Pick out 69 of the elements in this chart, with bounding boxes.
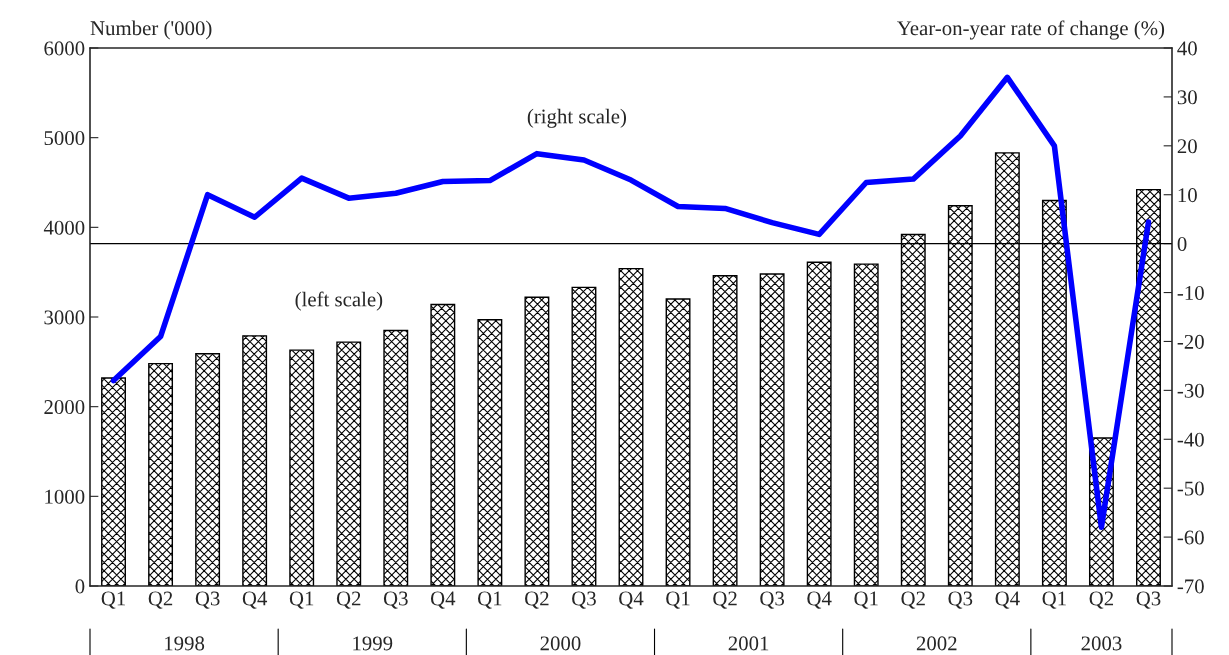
text: 2000	[540, 636, 581, 651]
x-tick-label: Q4	[807, 591, 832, 609]
text: 2001	[728, 636, 769, 651]
bar	[853, 263, 879, 586]
y2-tick-label: -20	[1177, 334, 1204, 349]
bar	[101, 377, 126, 586]
y2-tick-label: 40	[1177, 41, 1197, 56]
y-tick-label: 6000	[44, 41, 85, 56]
y2-tick-label: -60	[1177, 530, 1204, 545]
x-tick-label: Q3	[760, 591, 785, 609]
x-tick-label: Q2	[1089, 591, 1114, 609]
y2-tick-label: -50	[1177, 481, 1204, 496]
bar	[618, 267, 644, 586]
x-tick-label: Q4	[619, 591, 644, 609]
x-tick-label: Q3	[383, 591, 408, 609]
text: 2003	[1081, 636, 1122, 651]
bar	[712, 275, 738, 586]
bar	[336, 341, 362, 586]
bar	[289, 349, 315, 586]
x-tick-label: Q4	[242, 591, 268, 609]
bar	[242, 335, 268, 586]
y2-tick-label: -70	[1177, 579, 1204, 594]
y-tick-label: 3000	[44, 310, 85, 325]
y2-tick-label: -40	[1177, 432, 1204, 447]
x-tick-label: Q2	[148, 591, 173, 609]
y2-tick-label: -10	[1177, 285, 1204, 300]
y-tick-label: 4000	[43, 220, 85, 235]
y-tick-label: 5000	[44, 131, 85, 146]
y2-tick-label: 20	[1177, 139, 1197, 154]
y2-tick-label: -30	[1177, 383, 1204, 398]
text: 1998	[165, 636, 205, 651]
x-tick-label: Q1	[854, 591, 878, 609]
y-tick-label: 2000	[44, 400, 85, 415]
bar	[477, 318, 503, 586]
y-tick-label: 0	[75, 579, 85, 594]
x-tick-label: Q1	[666, 591, 690, 609]
y2-axis-title: Year-on-year rate of change (%)	[897, 20, 1165, 40]
bar	[524, 296, 550, 586]
bar	[383, 329, 409, 586]
x-tick-label: Q3	[572, 591, 596, 609]
x-tick-label: Q2	[901, 591, 925, 609]
bar	[195, 353, 221, 586]
text: 1999	[353, 636, 393, 651]
text: 2002	[916, 636, 957, 651]
bar	[665, 298, 691, 586]
x-tick-label: Q2	[525, 591, 549, 609]
y2-tick-label: 30	[1177, 90, 1197, 105]
x-tick-label: Q2	[713, 591, 737, 609]
x-tick-label: Q1	[101, 591, 125, 609]
bar	[571, 286, 597, 586]
bar	[759, 273, 785, 586]
x-tick-label: Q4	[995, 591, 1020, 609]
x-tick-label: Q3	[1136, 591, 1161, 609]
bar	[148, 362, 174, 586]
x-tick-label: Q4	[430, 591, 456, 609]
y2-tick-label: 10	[1178, 188, 1197, 203]
y-axis-title: Number ('000)	[90, 20, 212, 40]
x-tick-label: Q1	[477, 591, 502, 609]
annotation: (right scale)	[527, 108, 627, 128]
y2-tick-label: 0	[1177, 237, 1187, 252]
x-tick-label: Q2	[336, 591, 361, 609]
x-tick-label: Q3	[195, 591, 220, 609]
annotation: (left scale)	[295, 291, 383, 311]
bar	[430, 303, 456, 586]
y-tick-label: 1000	[45, 489, 85, 504]
x-tick-label: Q3	[948, 591, 973, 609]
x-tick-label: Q1	[289, 591, 314, 609]
bar	[806, 261, 832, 586]
x-tick-label: Q1	[1042, 591, 1066, 609]
